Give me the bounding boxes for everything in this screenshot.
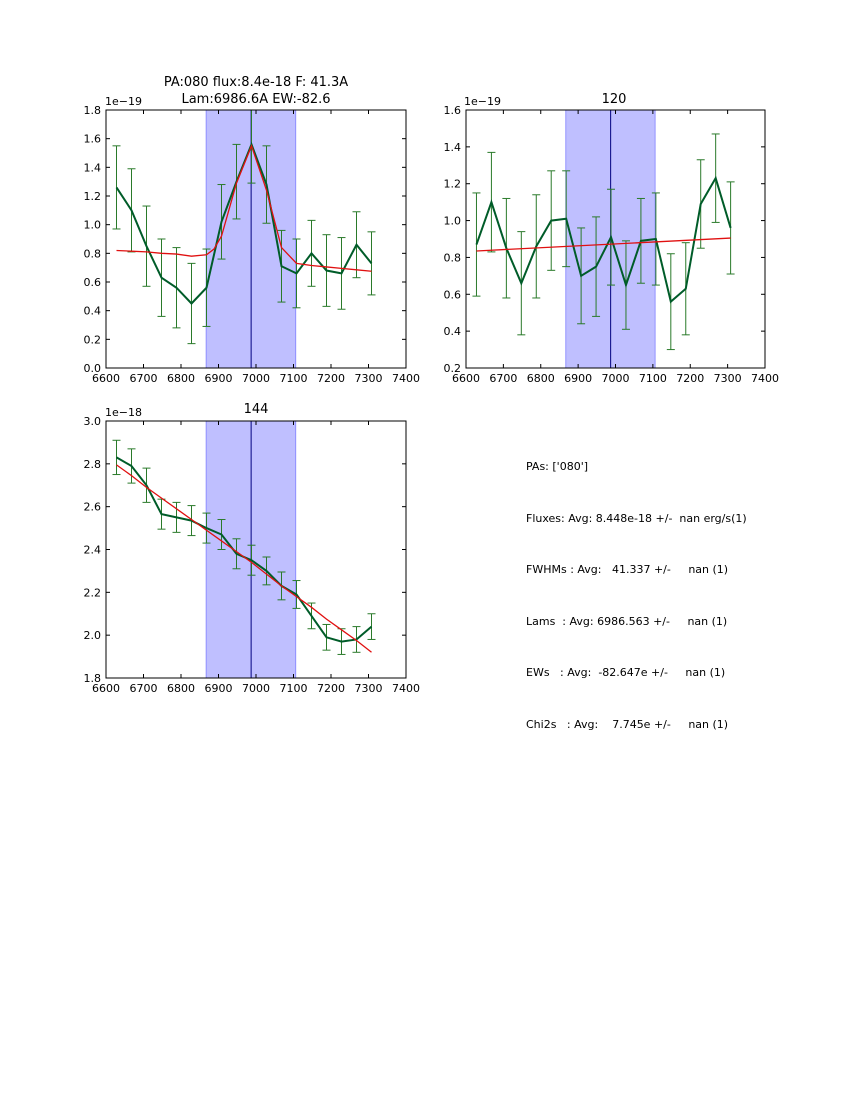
x-tick-label: 7000 <box>602 372 630 385</box>
y-tick-label: 0.6 <box>84 276 102 289</box>
x-tick-label: 7200 <box>676 372 704 385</box>
spectrum-panel-144: 144 1e−18 6600 6700 6800 6900 7000 7100 7200 73… <box>84 402 421 695</box>
y-tick-label: 0.8 <box>444 251 462 264</box>
y-tick-label: 0.0 <box>84 362 102 375</box>
x-tick-label: 6600 <box>92 372 120 385</box>
summary-pas: PAs: ['080'] <box>526 460 589 473</box>
x-tick-label: 7000 <box>242 372 270 385</box>
x-tick-label: 7100 <box>280 682 308 695</box>
plot-area <box>112 439 376 655</box>
y-tick-label: 2.8 <box>84 458 102 471</box>
y-tick-label: 2.6 <box>84 501 102 514</box>
x-tick-label: 7200 <box>317 682 345 695</box>
x-tick-label: 6800 <box>167 682 195 695</box>
y-offset-label: 1e−18 <box>105 406 142 419</box>
y-tick-label: 1.6 <box>444 104 462 117</box>
y-tick-label: 2.2 <box>84 586 102 599</box>
model-fit-line <box>476 237 731 252</box>
y-tick-label: 1.0 <box>84 219 102 232</box>
x-tick-label: 7100 <box>280 372 308 385</box>
x-tick-label: 6900 <box>205 682 233 695</box>
y-tick-label: 0.2 <box>444 362 462 375</box>
y-tick-label: 0.2 <box>84 333 102 346</box>
summary-chi2s: Chi2s : Avg: 7.745e +/- nan (1) <box>526 717 729 731</box>
x-tick-label: 7300 <box>714 372 742 385</box>
fit-summary-panel: PAs: ['080'] Fluxes: Avg: 8.448e-18 +/- … <box>526 434 747 757</box>
x-tick-label: 7300 <box>355 372 383 385</box>
panel-title-line1: PA:080 flux:8.4e-18 F: 41.3A <box>164 75 348 90</box>
x-tick-label: 6600 <box>92 682 120 695</box>
summary-lams: Lams : Avg: 6986.563 +/- nan (1) <box>526 614 728 628</box>
x-tick-label: 6900 <box>564 372 592 385</box>
y-tick-label: 2.4 <box>84 544 102 557</box>
y-tick-label: 1.0 <box>444 215 462 228</box>
x-tick-label: 6800 <box>167 372 195 385</box>
y-tick-label: 1.2 <box>84 190 102 203</box>
x-tick-label: 7100 <box>639 372 667 385</box>
y-tick-label: 1.8 <box>84 104 102 117</box>
y-tick-label: 3.0 <box>84 415 102 428</box>
summary-fwhms: FWHMs : Avg: 41.337 +/- nan (1) <box>526 563 729 577</box>
x-tick-label: 6700 <box>489 372 517 385</box>
spectrum-panel-120: 120 1e−19 6600 6700 6800 6900 7000 7100 7200 73… <box>444 92 780 385</box>
summary-fluxes: Fluxes: Avg: 8.448e-18 +/- nan erg/s(1) <box>526 511 747 525</box>
x-tick-label: 6700 <box>130 682 158 695</box>
model-fit-line <box>116 464 372 653</box>
y-tick-label: 1.4 <box>444 141 462 154</box>
x-tick-label: 7400 <box>392 682 420 695</box>
y-tick-label: 0.4 <box>84 305 102 318</box>
summary-ews: EWs : Avg: -82.647e +/- nan (1) <box>526 666 726 680</box>
y-offset-label: 1e−19 <box>464 95 501 108</box>
x-tick-label: 7200 <box>317 372 345 385</box>
plot-area <box>472 133 735 351</box>
y-tick-label: 1.8 <box>84 672 102 685</box>
spectrum-panel-pa080: PA:080 flux:8.4e-18 F: 41.3A Lam:6986.6A… <box>84 75 421 385</box>
x-tick-label: 6900 <box>205 372 233 385</box>
x-tick-label: 6600 <box>452 372 480 385</box>
y-offset-label: 1e−19 <box>105 95 142 108</box>
plot-area <box>112 110 376 345</box>
y-tick-label: 1.2 <box>444 178 462 191</box>
y-tick-label: 0.4 <box>444 325 462 338</box>
x-tick-label: 7000 <box>242 682 270 695</box>
panel-title: 120 <box>602 92 627 107</box>
x-tick-label: 6700 <box>130 372 158 385</box>
panel-title: 144 <box>244 402 269 417</box>
y-tick-label: 0.6 <box>444 288 462 301</box>
x-tick-label: 7400 <box>392 372 420 385</box>
y-tick-label: 0.8 <box>84 247 102 260</box>
y-tick-label: 1.4 <box>84 161 102 174</box>
y-tick-label: 2.0 <box>84 629 102 642</box>
panel-title-line2: Lam:6986.6A EW:-82.6 <box>181 92 330 107</box>
x-tick-label: 6800 <box>527 372 555 385</box>
x-tick-label: 7300 <box>355 682 383 695</box>
observed-spectrum-line <box>475 175 732 304</box>
model-fit-line <box>116 143 372 272</box>
x-tick-label: 7400 <box>751 372 779 385</box>
y-tick-label: 1.6 <box>84 133 102 146</box>
